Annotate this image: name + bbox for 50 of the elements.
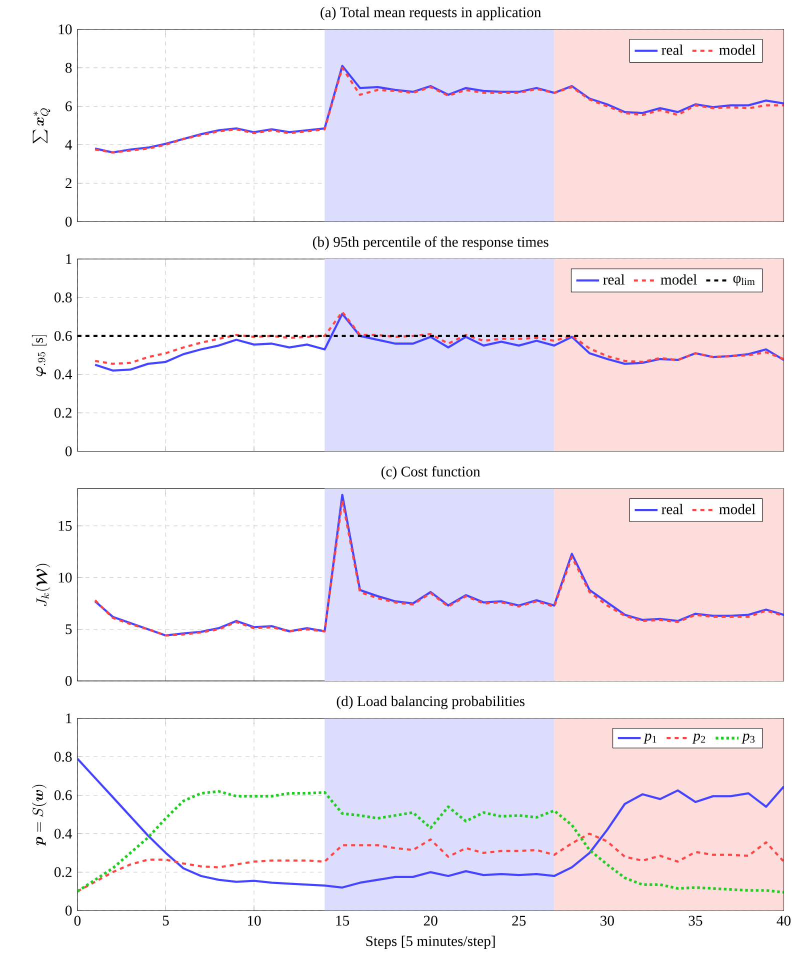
- legend-label: model: [660, 274, 697, 285]
- x-tick-label: 15: [336, 916, 349, 926]
- x-tick-label: 40: [776, 916, 790, 926]
- x-tick-label: 25: [512, 916, 526, 926]
- legend-label: real: [661, 504, 683, 514]
- y-tick-label: 2: [65, 178, 72, 188]
- legend-label: φ$_{lim}$: [733, 276, 755, 286]
- chart-title: (a) Total mean requests in application: [320, 6, 541, 20]
- y-tick-label: 10: [58, 24, 72, 34]
- y-tick-label: 0: [65, 906, 72, 916]
- legend-label: p$_{1}$: [643, 734, 656, 744]
- y-tick-label: 0.4: [54, 828, 72, 839]
- legend-label: p$_{3}$: [741, 734, 754, 744]
- y-tick-label: 15: [58, 520, 72, 531]
- y-tick-label: 0.2: [54, 867, 72, 878]
- legend-label: real: [602, 274, 624, 285]
- y-tick-label: 8: [65, 62, 72, 73]
- legend-label: p$_{2}$: [692, 734, 705, 744]
- y-axis-title: $J_k(\boldsymbol{\mathcal{W}})$: [35, 564, 50, 606]
- y-tick-label: 0.2: [54, 408, 72, 418]
- x-axis-title: Steps [5 minutes/step]: [366, 936, 495, 950]
- x-tick-label: 5: [162, 916, 169, 926]
- y-tick-label: 0.8: [54, 752, 72, 762]
- y-axis-title: $\boldsymbol{p} = S(\boldsymbol{w})$: [32, 784, 46, 846]
- legend-label: model: [719, 504, 756, 514]
- y-tick-label: 0.6: [54, 330, 72, 341]
- y-tick-label: 0.6: [54, 790, 72, 800]
- y-axis-title: $\sum \boldsymbol{x}^*_Q$: [32, 108, 50, 144]
- legend-label: model: [719, 44, 756, 55]
- y-tick-label: 10: [58, 572, 72, 583]
- y-tick-label: 0.4: [54, 369, 72, 380]
- y-tick-label: 0: [65, 446, 72, 456]
- y-tick-label: 5: [66, 624, 72, 634]
- chart-title: (d) Load balancing probabilities: [336, 696, 524, 710]
- x-tick-label: 20: [424, 916, 438, 926]
- y-tick-label: 0.8: [54, 292, 72, 302]
- y-tick-label: 0: [65, 676, 72, 686]
- x-tick-label: 30: [600, 916, 614, 926]
- chart-title: (c) Cost function: [381, 466, 480, 480]
- x-tick-label: 0: [74, 916, 80, 926]
- legend-label: real: [661, 44, 683, 55]
- y-tick-label: 1: [66, 713, 72, 724]
- y-tick-label: 0: [65, 216, 72, 227]
- y-axis-title: $\boldsymbol{\varphi}_{.95}\ [\mathrm{s}]$: [32, 335, 46, 376]
- y-tick-label: 1: [66, 254, 72, 264]
- chart-title: (b) 95th percentile of the response times: [312, 236, 548, 250]
- x-tick-label: 35: [688, 916, 702, 926]
- y-tick-label: 6: [65, 101, 72, 112]
- y-tick-label: 4: [65, 140, 72, 150]
- x-tick-label: 10: [248, 916, 261, 926]
